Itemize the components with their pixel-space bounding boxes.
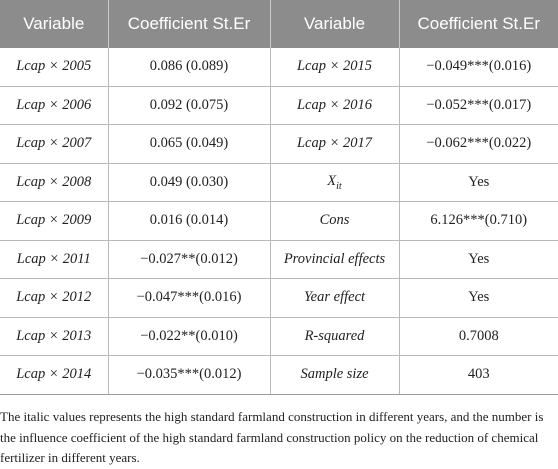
coefficient-cell: −0.049***(0.016) — [399, 48, 558, 87]
variable-cell: Lcap × 2016 — [270, 86, 400, 125]
variable-cell: Lcap × 2005 — [0, 48, 109, 87]
table-row: Lcap × 2009 0.016 (0.014) Cons 6.126***(… — [0, 201, 558, 241]
x-symbol: X — [327, 172, 337, 189]
variable-cell: Lcap × 2017 — [270, 124, 400, 164]
coefficient-cell: −0.022**(0.010) — [108, 317, 271, 356]
header-variable-left: Variable — [0, 0, 109, 48]
coefficient-cell: Yes — [399, 278, 558, 318]
coefficient-cell: −0.027**(0.012) — [108, 240, 271, 279]
variable-cell: Lcap × 2012 — [0, 278, 109, 318]
variable-cell: Lcap × 2011 — [0, 240, 109, 279]
table-row: Lcap × 2007 0.065 (0.049) Lcap × 2017 −0… — [0, 124, 558, 164]
coefficient-cell: −0.062***(0.022) — [399, 124, 558, 164]
coefficient-cell: 0.7008 — [399, 317, 558, 356]
coefficient-cell: 0.065 (0.049) — [108, 124, 271, 164]
variable-cell: Lcap × 2009 — [0, 201, 109, 241]
table-footnote: The italic values represents the high st… — [0, 409, 544, 465]
coefficient-cell: −0.052***(0.017) — [399, 86, 558, 125]
variable-cell: Lcap × 2013 — [0, 317, 109, 356]
coefficient-cell: 403 — [399, 355, 558, 395]
variable-cell: Lcap × 2015 — [270, 48, 400, 87]
coefficient-cell: 0.049 (0.030) — [108, 163, 271, 202]
coefficient-cell: −0.035***(0.012) — [108, 355, 271, 395]
coefficient-cell: 0.016 (0.014) — [108, 201, 271, 241]
header-coefficient-left: Coefficient St.Er — [108, 0, 271, 48]
variable-cell: Sample size — [270, 355, 400, 395]
header-coefficient-right: Coefficient St.Er — [399, 0, 558, 48]
variable-cell: Provincial effects — [270, 240, 400, 279]
variable-cell: R-squared — [270, 317, 400, 356]
variable-cell: Lcap × 2014 — [0, 355, 109, 395]
coefficient-cell: 0.086 (0.089) — [108, 48, 271, 87]
coefficient-cell: 0.092 (0.075) — [108, 86, 271, 125]
table-row: Lcap × 2013 −0.022**(0.010) R-squared 0.… — [0, 317, 558, 356]
coefficient-cell: 6.126***(0.710) — [399, 201, 558, 241]
table-row: Lcap × 2011 −0.027**(0.012) Provincial e… — [0, 240, 558, 279]
regression-table: Variable Coefficient St.Er Variable Coef… — [0, 0, 558, 395]
variable-cell: Year effect — [270, 278, 400, 318]
coefficient-cell: Yes — [399, 163, 558, 202]
coefficient-cell: Yes — [399, 240, 558, 279]
variable-cell: Lcap × 2008 — [0, 163, 109, 202]
header-variable-right: Variable — [270, 0, 400, 48]
header-row: Variable Coefficient St.Er Variable Coef… — [0, 0, 558, 48]
x-subscript: it — [336, 180, 342, 192]
table-row: Lcap × 2006 0.092 (0.075) Lcap × 2016 −0… — [0, 86, 558, 125]
coefficient-cell: −0.047***(0.016) — [108, 278, 271, 318]
table-row: Lcap × 2012 −0.047***(0.016) Year effect… — [0, 278, 558, 318]
table-row: Lcap × 2005 0.086 (0.089) Lcap × 2015 −0… — [0, 48, 558, 87]
table-row: Lcap × 2008 0.049 (0.030) Xit Yes — [0, 163, 558, 202]
table-row: Lcap × 2014 −0.035***(0.012) Sample size… — [0, 355, 558, 395]
variable-cell: Lcap × 2007 — [0, 124, 109, 164]
variable-cell: Cons — [270, 201, 400, 241]
variable-cell-x: Xit — [270, 163, 400, 202]
variable-cell: Lcap × 2006 — [0, 86, 109, 125]
